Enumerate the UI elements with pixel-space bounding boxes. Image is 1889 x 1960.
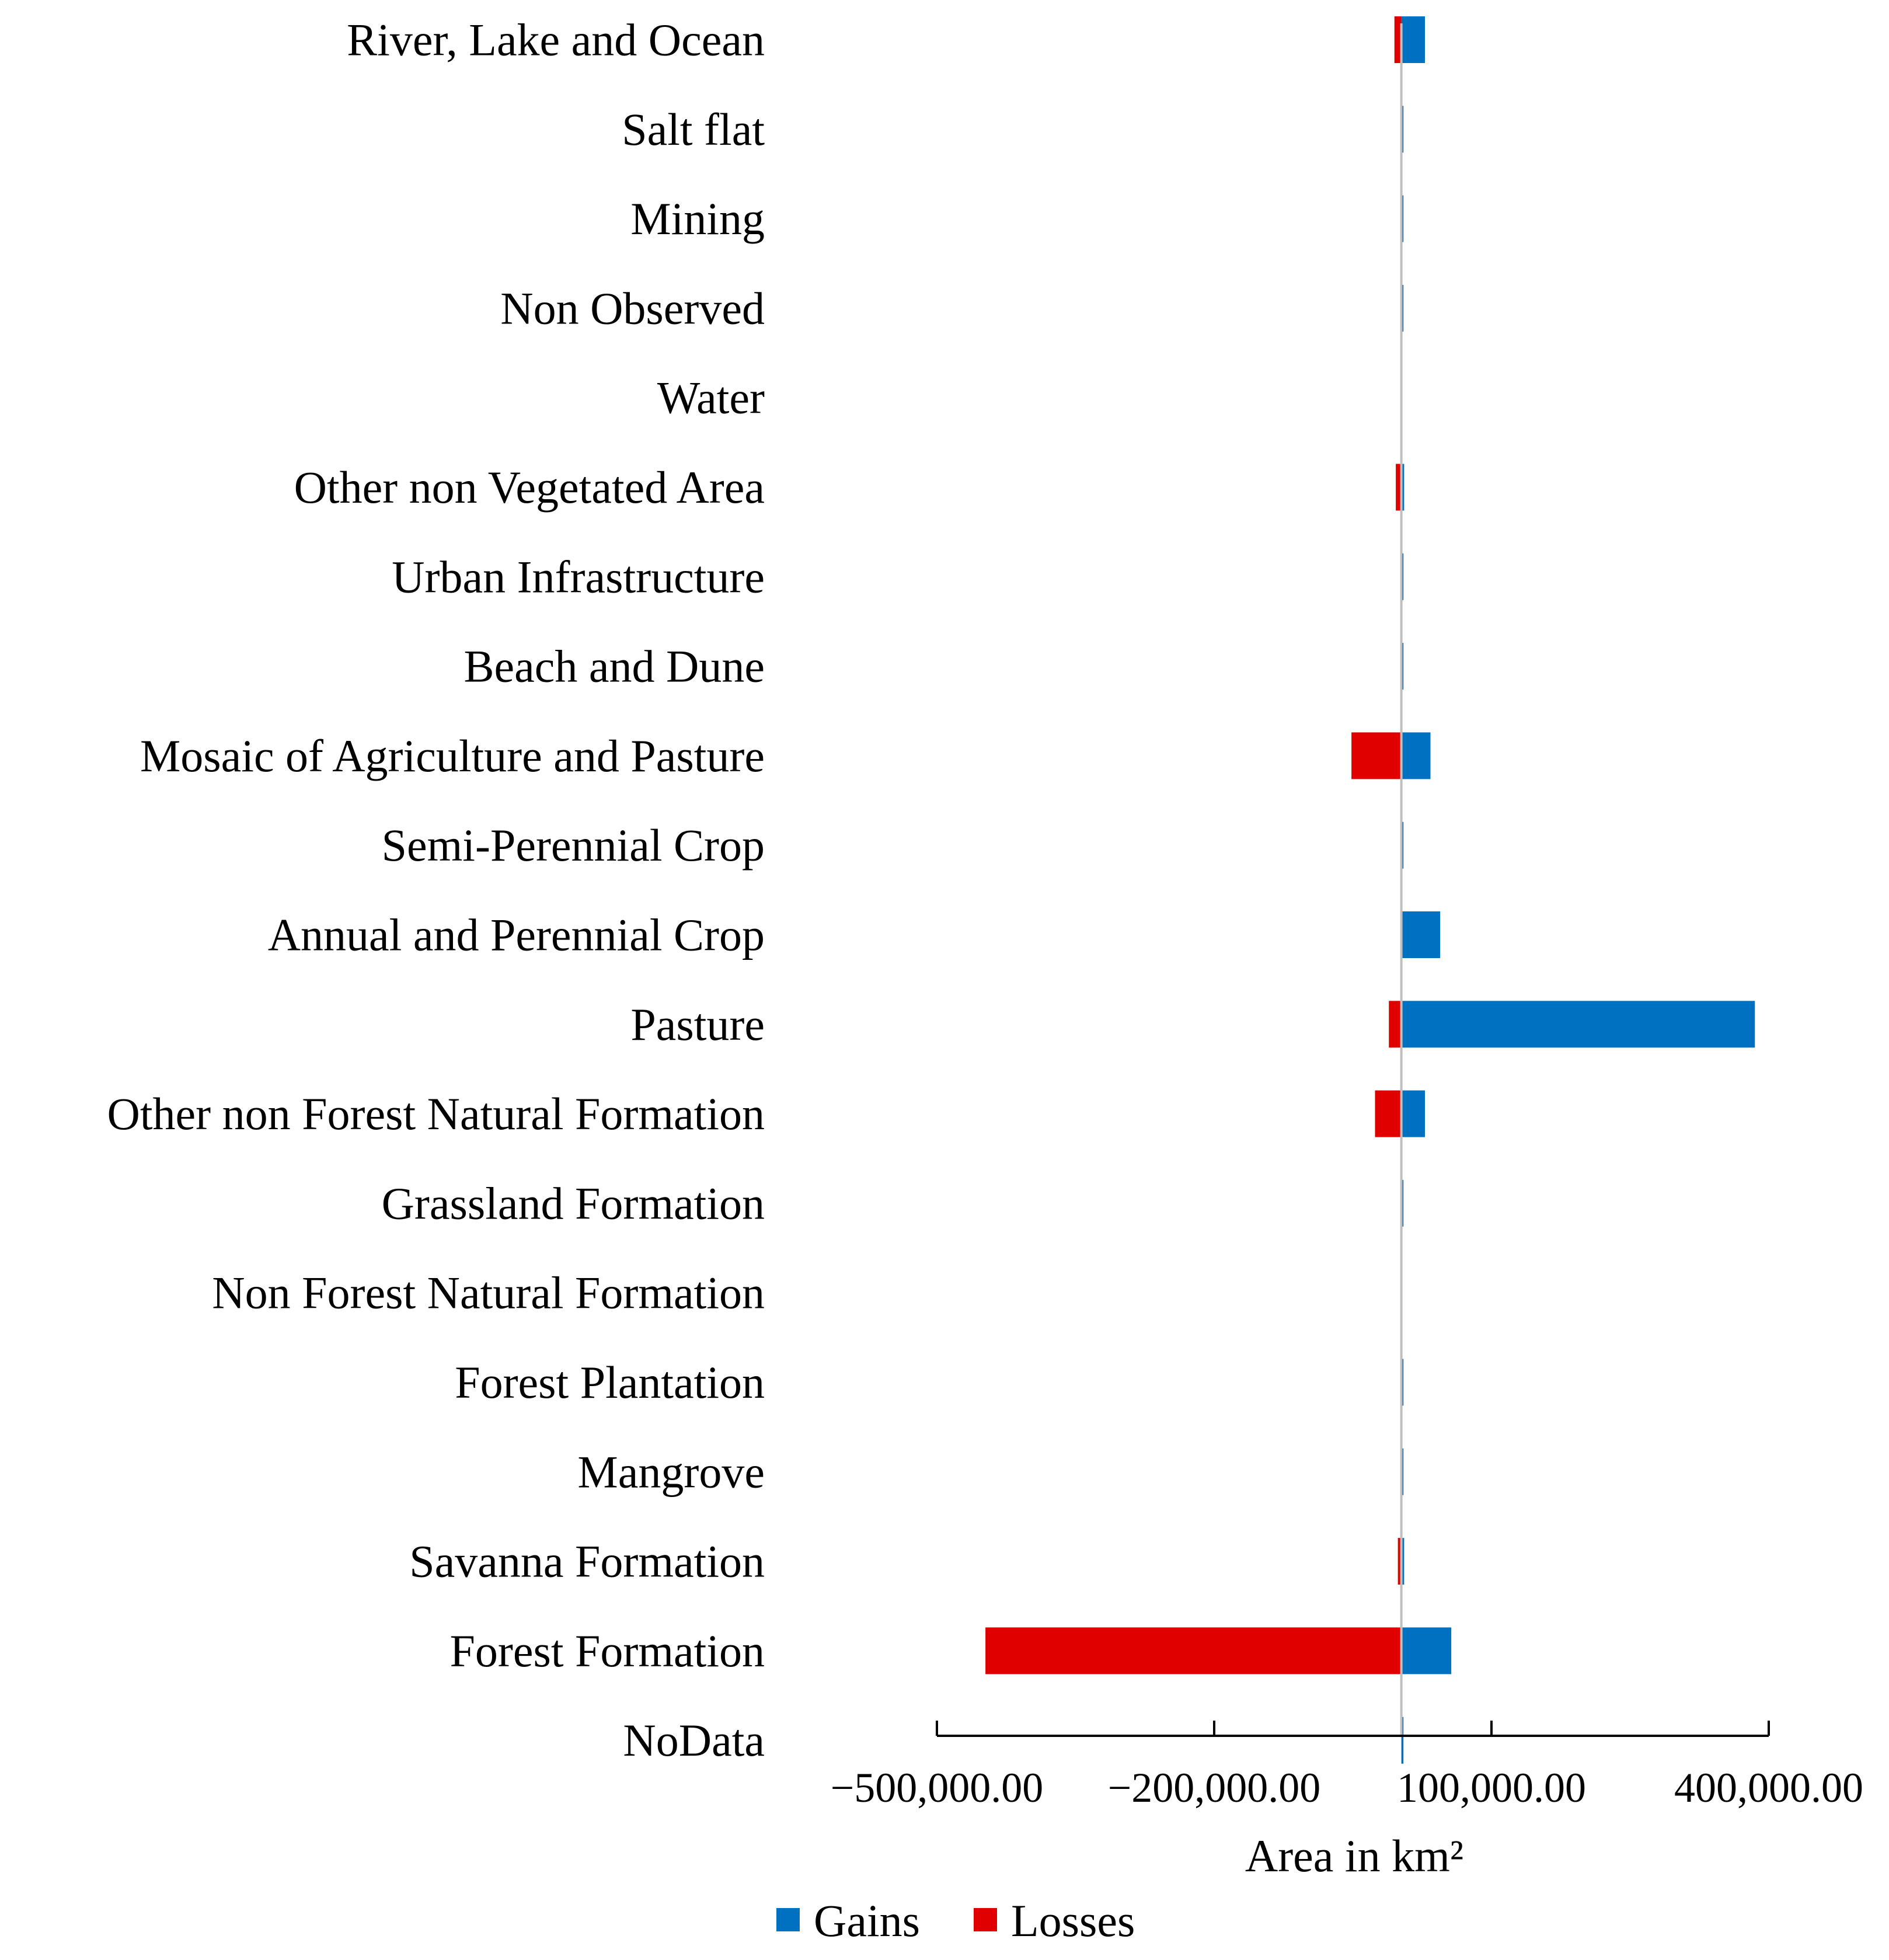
category-labels: River, Lake and Ocean Salt flat Mining Non … [107,15,765,1766]
category-label-water: Water [657,372,765,423]
category-label-forest-plantation: Forest Plantation [455,1357,765,1408]
x-tick-label: 400,000.00 [1674,1764,1863,1811]
bar-gains-nodata [1401,1717,1404,1764]
category-label-pasture: Pasture [630,999,765,1050]
bar-losses-pasture [1389,1001,1402,1048]
bar-losses-other-non-forest-natural-formation [1375,1090,1402,1137]
category-label-mangrove: Mangrove [577,1446,765,1497]
bar-gains-other-non-forest-natural-formation [1401,1090,1425,1137]
bar-losses-other-non-vegetated-area [1396,464,1402,511]
bar-losses-river-lake-and-ocean [1394,16,1402,63]
legend-label-gains: Gains [814,1895,920,1946]
category-label-non-forest-natural-formation: Non Forest Natural Formation [212,1268,765,1318]
category-label-grassland-formation: Grassland Formation [382,1178,765,1228]
x-axis-title: Area in km² [1245,1830,1463,1881]
category-label-river-lake-and-ocean: River, Lake and Ocean [347,15,765,65]
category-label-non-observed: Non Observed [500,283,765,333]
category-label-other-non-forest-natural-formation: Other non Forest Natural Formation [107,1088,765,1139]
category-label-annual-and-perennial-crop: Annual and Perennial Crop [268,910,765,960]
bar-losses-mosaic-of-agriculture-and-pasture [1351,732,1402,779]
category-label-semi-perennial-crop: Semi-Perennial Crop [382,820,765,871]
legend: Gains Losses [776,1895,1135,1946]
category-label-beach-and-dune: Beach and Dune [464,641,765,692]
x-tick-label: 100,000.00 [1397,1764,1586,1811]
category-label-nodata: NoData [623,1715,765,1766]
bar-losses-forest-formation [985,1627,1402,1674]
legend-swatch-losses [974,1908,997,1931]
category-label-salt-flat: Salt flat [622,104,765,155]
category-label-mining: Mining [630,193,765,244]
bar-gains-mosaic-of-agriculture-and-pasture [1401,732,1431,779]
category-label-forest-formation: Forest Formation [450,1625,765,1676]
bar-losses-savanna-formation [1397,1538,1402,1585]
bar-gains-other-non-vegetated-area [1401,464,1404,511]
bars [985,16,1755,1764]
bar-gains-forest-formation [1401,1627,1452,1674]
bar-gains-annual-and-perennial-crop [1401,911,1441,958]
category-label-other-non-vegetated-area: Other non Vegetated Area [294,462,765,513]
legend-swatch-gains [776,1908,800,1931]
x-tick-label: −200,000.00 [1108,1764,1321,1811]
bar-gains-pasture [1401,1001,1755,1048]
legend-label-losses: Losses [1011,1895,1135,1946]
category-label-urban-infrastructure: Urban Infrastructure [392,551,765,602]
x-tick-label: −500,000.00 [831,1764,1044,1811]
x-axis: −500,000.00 −200,000.00 100,000.00 400,000.… [831,1721,1863,1811]
category-label-savanna-formation: Savanna Formation [409,1536,765,1587]
bar-gains-river-lake-and-ocean [1401,16,1425,63]
category-label-mosaic-of-agriculture-and-pasture: Mosaic of Agriculture and Pasture [140,730,765,781]
bar-gains-savanna-formation [1401,1538,1404,1585]
